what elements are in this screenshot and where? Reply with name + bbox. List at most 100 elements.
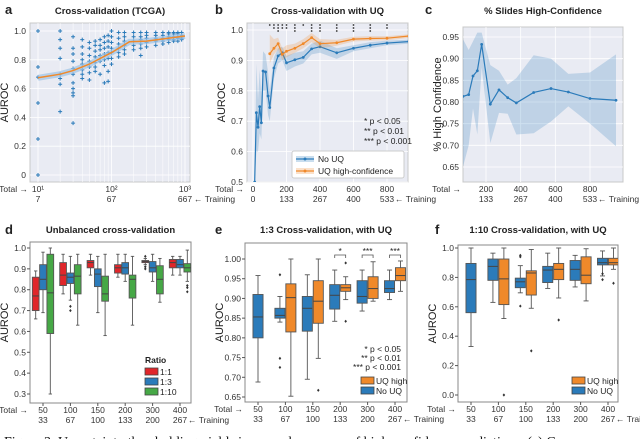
panel-a: a Cross-validation (TCGA) 0 0.2 0.4 0.6 0.8 1.0…: [0, 2, 235, 204]
data-point: [261, 69, 265, 73]
data-point: [335, 41, 339, 45]
x-tick-label: 100: [63, 405, 77, 415]
outlier-point: [143, 267, 147, 271]
p-value-key: *** p < 0.001: [353, 362, 401, 372]
legend-swatch: [144, 367, 159, 376]
confidence-band: [463, 32, 616, 167]
outlier-point: [278, 356, 282, 360]
scatter-point: [71, 52, 76, 57]
data-point: [467, 93, 471, 97]
box-11: [86, 253, 95, 276]
data-point: [488, 102, 492, 106]
scatter-point: [122, 47, 127, 52]
box-NoUQ: [252, 275, 264, 383]
outlier-point: [316, 388, 320, 392]
legend-label: UQ high: [587, 376, 618, 386]
box-iqr: [121, 262, 130, 275]
legend-swatch: [360, 376, 375, 385]
panel-f: f 1:10 Cross-validation, with UQ 0.0 0.2 0.4…: [427, 222, 640, 424]
data-point: [280, 52, 284, 56]
scatter-point: [106, 33, 111, 38]
box-iqr: [274, 307, 286, 319]
legend-marker: [303, 169, 307, 173]
x-axis-training-label: ← Training: [395, 194, 436, 204]
x-tick-label: 50: [466, 404, 476, 414]
box-iqr: [580, 256, 592, 285]
box-13: [148, 253, 157, 282]
x-tick-label: 150: [519, 404, 533, 414]
scatter-point: [106, 79, 111, 84]
box-iqr: [367, 276, 379, 299]
x-tick-training-label: 100: [519, 414, 533, 424]
scatter-point: [153, 43, 158, 48]
scatter-point: [80, 44, 85, 49]
panel-letter: c: [425, 2, 432, 17]
data-point: [352, 37, 355, 41]
data-point: [318, 45, 322, 49]
y-tick-label: 0.8: [14, 285, 26, 295]
y-tick-label: 0.85: [442, 75, 459, 85]
significance-star: [352, 24, 355, 26]
box-UQhigh: [498, 247, 510, 397]
x-tick-training-label: 267: [601, 414, 615, 424]
significance-star: [310, 30, 313, 32]
scatter-point: [80, 52, 85, 57]
box-iqr: [597, 257, 609, 266]
p-value-key: * p < 0.05: [364, 344, 401, 354]
significance-star: [407, 24, 408, 26]
trend-line: [37, 35, 186, 79]
series-line: [269, 35, 408, 56]
scatter-point: [87, 70, 92, 75]
x-tick-label: 400: [313, 184, 327, 194]
scatter-point: [58, 46, 63, 51]
x-tick-label: 100: [491, 404, 505, 414]
box-110: [183, 249, 191, 294]
outlier-point: [143, 265, 147, 269]
box-NoUQ: [465, 247, 477, 347]
data-point: [272, 66, 276, 70]
y-tick-label: 0.85: [224, 313, 241, 323]
scatter-point: [87, 40, 92, 45]
box-iqr: [176, 259, 184, 269]
scatter-point: [93, 43, 98, 48]
significance-star: [386, 24, 388, 26]
y-tick-label: 0.95: [442, 32, 459, 42]
data-point: [293, 58, 297, 62]
box-110: [101, 253, 109, 337]
box-iqr: [86, 260, 95, 269]
data-point: [318, 42, 322, 46]
panel-c: c % Slides High-Confidence 0.65 0.70 0.75 0.8…: [425, 2, 639, 204]
y-tick-label: 0.75: [442, 119, 459, 129]
x-tick-training-label: 267: [514, 194, 528, 204]
significance-star: [369, 30, 372, 32]
box-iqr: [498, 258, 510, 306]
significance-star: [369, 24, 372, 26]
outlier-point: [344, 261, 347, 265]
data-point: [259, 121, 263, 125]
scatter-point: [102, 80, 107, 85]
significance-star: [319, 27, 321, 29]
significance-star: [281, 27, 284, 29]
outlier-point: [278, 273, 282, 277]
y-tick-label: 0.70: [442, 140, 459, 150]
data-point: [352, 46, 355, 50]
panel-letter: f: [435, 222, 440, 237]
scatter-point: [160, 41, 165, 46]
x-tick-training-label: 200: [361, 414, 375, 424]
significance-star: [310, 27, 313, 29]
y-tick-label: 1.0: [14, 26, 26, 36]
significance-bracket: [361, 254, 374, 258]
x-tick-training-label: 133: [479, 194, 493, 204]
box-UQhigh: [553, 247, 565, 322]
legend-swatch: [144, 387, 159, 396]
y-tick-label: 0: [21, 170, 26, 180]
box-iqr: [514, 277, 526, 289]
y-tick-label: 0.80: [224, 333, 241, 343]
y-tick-label: 1.0: [442, 243, 454, 253]
x-tick-training-label: 200: [146, 415, 160, 425]
scatter-point: [116, 54, 121, 59]
legend-swatch: [360, 386, 375, 395]
x-axis-training-label: ← Training: [194, 194, 235, 204]
significance-bracket: [334, 254, 347, 258]
y-tick-label: 0.65: [442, 162, 459, 172]
